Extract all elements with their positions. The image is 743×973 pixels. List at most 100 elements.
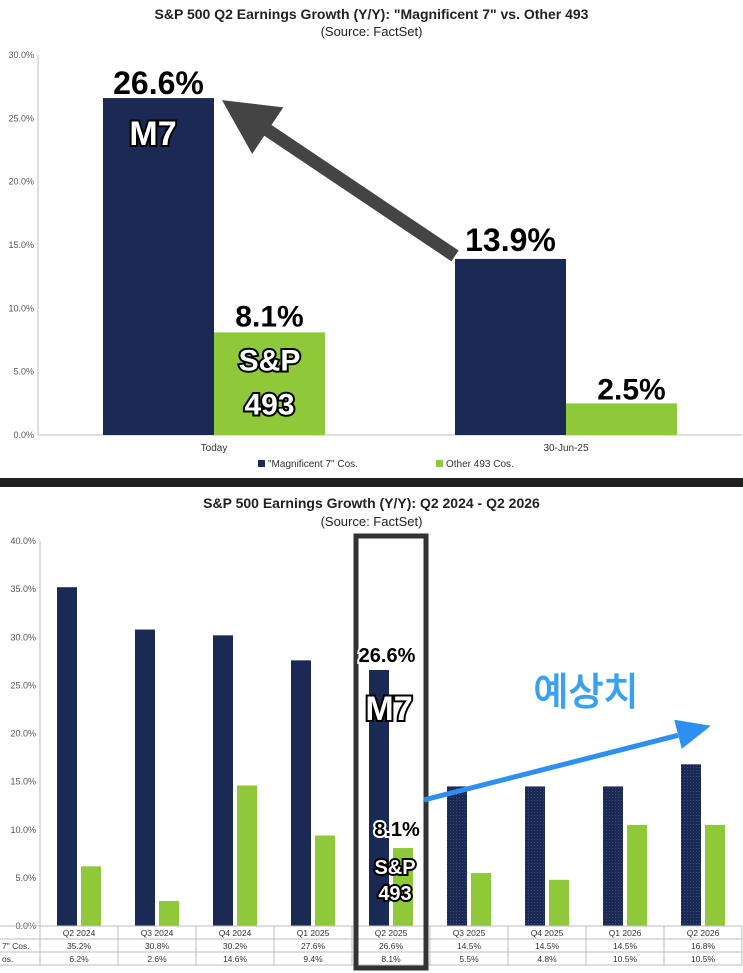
legend-swatch-other493	[436, 460, 443, 467]
bottom-bar-m7	[135, 629, 155, 926]
bottom-bar-other493	[627, 824, 647, 926]
bottom-y-tick-label: 10.0%	[10, 825, 36, 835]
table-category-label: Q1 2025	[297, 928, 330, 938]
table-category-label: Q3 2025	[453, 928, 486, 938]
bottom-bar-other493	[705, 824, 725, 926]
top-trend-arrow-head	[222, 100, 284, 154]
table-other493-value: 9.4%	[303, 954, 323, 964]
table-row-label-m7: 7" Cos.	[2, 941, 30, 951]
forecast-arrow-head	[674, 719, 711, 749]
table-category-label: Q4 2024	[219, 928, 252, 938]
table-m7-value: 26.6%	[379, 941, 404, 951]
top-x-tick-label: 30-Jun-25	[543, 443, 588, 454]
table-other493-value: 4.8%	[537, 954, 557, 964]
bottom-y-tick-label: 5.0%	[15, 873, 36, 883]
bottom-chart-panel: S&P 500 Earnings Growth (Y/Y): Q2 2024 -…	[0, 487, 743, 973]
bottom-y-tick-label: 20.0%	[10, 729, 36, 739]
table-category-label: Q2 2025	[375, 928, 408, 938]
table-m7-value: 30.8%	[145, 941, 170, 951]
top-chart-panel: S&P 500 Q2 Earnings Growth (Y/Y): "Magni…	[0, 0, 743, 478]
table-m7-value: 14.5%	[535, 941, 560, 951]
bottom-bar-other493	[81, 866, 101, 926]
panel-divider	[0, 478, 743, 487]
top-y-tick-label: 0.0%	[13, 430, 34, 440]
table-other493-value: 5.5%	[459, 954, 479, 964]
top-bar-other493	[566, 403, 677, 435]
annotation-m7-later-value: 13.9%	[465, 222, 556, 258]
table-m7-value: 35.2%	[67, 941, 92, 951]
bottom-bar-m7	[681, 764, 701, 926]
bottom-bar-m7	[291, 660, 311, 926]
annotation-q2-2025-sp-label-2: 493	[378, 883, 411, 905]
bottom-bar-m7	[213, 635, 233, 926]
legend-label-m7: "Magnificent 7" Cos.	[268, 459, 358, 470]
table-category-label: Q3 2024	[141, 928, 174, 938]
bottom-chart: 0.0%5.0%10.0%15.0%20.0%25.0%30.0%35.0%40…	[0, 533, 743, 971]
table-row-label-other493: os.	[2, 954, 13, 964]
top-bar-other493	[214, 332, 325, 435]
table-m7-value: 14.5%	[613, 941, 638, 951]
annotation-q2-2025-sp-value: 8.1%	[374, 819, 420, 841]
annotation-sp-label-2: 493	[244, 388, 294, 421]
bottom-bar-m7	[369, 669, 389, 926]
table-category-label: Q2 2024	[63, 928, 96, 938]
top-chart-subtitle: (Source: FactSet)	[320, 24, 423, 39]
top-legend: "Magnificent 7" Cos. Other 493 Cos.	[258, 459, 514, 470]
top-y-tick-label: 30.0%	[8, 50, 34, 60]
table-other493-value: 10.5%	[613, 954, 638, 964]
bottom-bar-other493	[237, 785, 257, 926]
bottom-y-tick-label: 25.0%	[10, 680, 36, 690]
table-other493-value: 14.6%	[223, 954, 248, 964]
bottom-y-tick-label: 35.0%	[10, 584, 36, 594]
annotation-q2-2025-m7-value: 26.6%	[359, 645, 416, 667]
table-m7-value: 30.2%	[223, 941, 248, 951]
top-y-tick-label: 15.0%	[8, 240, 34, 250]
annotation-m7-today-value: 26.6%	[113, 65, 204, 101]
bottom-bar-m7	[525, 786, 545, 926]
annotation-q2-2025-sp-label-1: S&P	[374, 857, 415, 879]
top-chart-title: S&P 500 Q2 Earnings Growth (Y/Y): "Magni…	[154, 6, 589, 22]
top-y-tick-label: 5.0%	[13, 367, 34, 377]
bottom-bar-m7	[447, 786, 467, 926]
annotation-sp-later-value: 2.5%	[597, 373, 665, 406]
table-other493-value: 2.6%	[147, 954, 167, 964]
bottom-bar-other493	[549, 879, 569, 926]
top-trend-arrow-shaft	[253, 117, 459, 262]
annotation-q2-2025-m7-label: M7	[365, 690, 412, 728]
bottom-chart-subtitle: (Source: FactSet)	[320, 514, 423, 529]
table-category-label: Q1 2026	[609, 928, 642, 938]
top-x-tick-label: Today	[201, 443, 228, 454]
top-y-tick-label: 20.0%	[8, 177, 34, 187]
annotation-m7-label: M7	[129, 115, 176, 153]
table-category-label: Q2 2026	[687, 928, 720, 938]
top-bar-m7	[455, 258, 566, 435]
bottom-chart-title: S&P 500 Earnings Growth (Y/Y): Q2 2024 -…	[203, 495, 540, 511]
highlight-box-q2-2025	[353, 533, 429, 971]
bottom-y-tick-label: 40.0%	[10, 536, 36, 546]
top-chart: 0.0% 5.0% 10.0% 15.0% 20.0% 25.0% 30.0% Today 30…	[8, 50, 742, 470]
annotation-sp-today-value: 8.1%	[235, 300, 303, 333]
forecast-label: 예상치	[534, 672, 639, 714]
bottom-data-table: Q2 2024 35.2% 6.2% Q3 2024 30.8% 2.6% Q4 2024 3…	[0, 925, 743, 966]
table-category-label: Q4 2025	[531, 928, 564, 938]
bottom-bar-other493	[315, 835, 335, 926]
bottom-bar-m7	[57, 587, 77, 926]
bottom-bar-other493	[471, 873, 491, 926]
top-y-tick-label: 25.0%	[8, 113, 34, 123]
bottom-y-tick-label: 15.0%	[10, 777, 36, 787]
top-bar-m7	[103, 98, 214, 436]
bottom-bar-other493	[393, 848, 413, 926]
table-m7-value: 16.8%	[691, 941, 716, 951]
table-other493-value: 10.5%	[691, 954, 716, 964]
bottom-bar-other493	[159, 900, 179, 926]
forecast-arrow-shaft	[423, 732, 679, 803]
table-other493-value: 8.1%	[381, 954, 401, 964]
annotation-sp-label-1: S&P	[239, 344, 301, 377]
top-y-tick-label: 10.0%	[8, 303, 34, 313]
legend-label-other493: Other 493 Cos.	[446, 459, 514, 470]
bottom-y-tick-label: 30.0%	[10, 632, 36, 642]
table-m7-value: 27.6%	[301, 941, 326, 951]
bottom-bar-m7	[603, 786, 623, 926]
table-m7-value: 14.5%	[457, 941, 482, 951]
